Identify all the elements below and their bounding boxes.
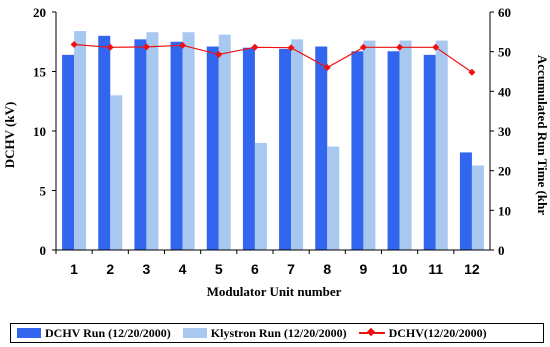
x-tick-label-9: 9 [360,261,368,277]
y-tick-label-20: 20 [33,5,46,20]
y2-tick-label-50: 50 [498,45,511,60]
point-dchv-5 [215,50,223,58]
bar-klystron-run-11 [435,40,448,251]
bar-dchv-run-8 [315,46,328,251]
legend-item-klystron-run: Klystron Run (12/20/2000) [182,325,347,341]
bar-klystron-run-9 [363,40,376,251]
bar-klystron-run-12 [471,165,484,250]
bar-dchv-run-3 [134,39,147,251]
y-tick-label-5: 5 [40,184,47,199]
bar-dchv-run-1 [62,54,75,251]
bar-klystron-run-3 [146,32,159,251]
bar-dchv-run-5 [206,46,219,251]
legend-label-dchv-line: DCHV(12/20/2000) [388,325,487,340]
bar-dchv-run-6 [242,47,255,251]
point-dchv-2 [106,43,114,51]
x-tick-label-8: 8 [323,261,331,277]
x-tick-label-4: 4 [179,261,187,277]
x-tick-label-12: 12 [464,261,480,277]
x-tick-label-7: 7 [287,261,295,277]
y-tick-label-10: 10 [33,124,46,139]
legend-swatch-dchv-run [17,328,41,338]
bar-klystron-run-1 [74,31,87,250]
y2-tick-label-10: 10 [498,203,511,218]
x-tick-label-3: 3 [143,261,151,277]
bar-dchv-run-12 [459,152,472,250]
x-tick-label-11: 11 [428,261,443,277]
bar-klystron-run-8 [327,146,340,250]
x-tick-label-2: 2 [106,261,114,277]
point-dchv-1 [70,41,78,49]
point-dchv-7 [287,44,295,52]
y-tick-label-15: 15 [33,65,47,80]
x-tick-label-6: 6 [251,261,259,277]
bar-klystron-run-2 [110,95,123,250]
legend-swatch-klystron-run [182,328,207,338]
legend-swatch-dchv-line [358,328,385,338]
point-dchv-4 [179,41,187,49]
y2-axis-label: Accumulated Run Time (khr [535,55,550,215]
y2-tick-label-20: 20 [498,164,511,179]
x-axis-label: Modulator Unit number [207,284,342,299]
legend-item-dchv-line: DCHV(12/20/2000) [358,325,487,341]
point-dchv-8 [323,64,331,72]
y2-tick-label-30: 30 [498,124,511,139]
point-dchv-9 [359,43,367,51]
line-dchv [74,43,473,73]
legend-label-dchv-run: DCHV Run (12/20/2000) [45,325,171,340]
legend-item-dchv-run: DCHV Run (12/20/2000) [17,326,171,341]
bar-dchv-run-11 [423,54,436,251]
y-tick-label-0: 0 [40,243,47,258]
x-tick-label-10: 10 [392,261,408,277]
bar-dchv-run-10 [387,51,400,250]
x-tick-label-5: 5 [215,261,223,277]
bar-dchv-run-9 [351,51,364,250]
bar-klystron-run-5 [218,34,231,250]
bar-klystron-run-7 [291,39,304,251]
bar-dchv-run-7 [279,48,292,250]
legend: DCHV Run (12/20/2000) Klystron Run (12/2… [10,323,544,343]
bar-klystron-run-4 [182,32,195,251]
y2-tick-label-60: 60 [498,5,511,20]
point-dchv-12 [468,68,476,76]
point-dchv-3 [142,43,150,51]
bar-klystron-run-10 [399,40,412,251]
x-tick-label-1: 1 [70,261,78,277]
point-dchv-6 [251,43,259,51]
point-dchv-11 [432,43,440,51]
bar-klystron-run-6 [254,142,267,250]
y2-tick-label-0: 0 [498,243,505,258]
bar-dchv-run-4 [170,41,183,250]
point-dchv-10 [396,43,404,51]
y2-tick-label-40: 40 [498,84,511,99]
legend-label-klystron-run: Klystron Run (12/20/2000) [210,325,347,340]
y-axis-label: DCHV (kV) [2,102,17,169]
bar-dchv-run-2 [98,35,111,250]
